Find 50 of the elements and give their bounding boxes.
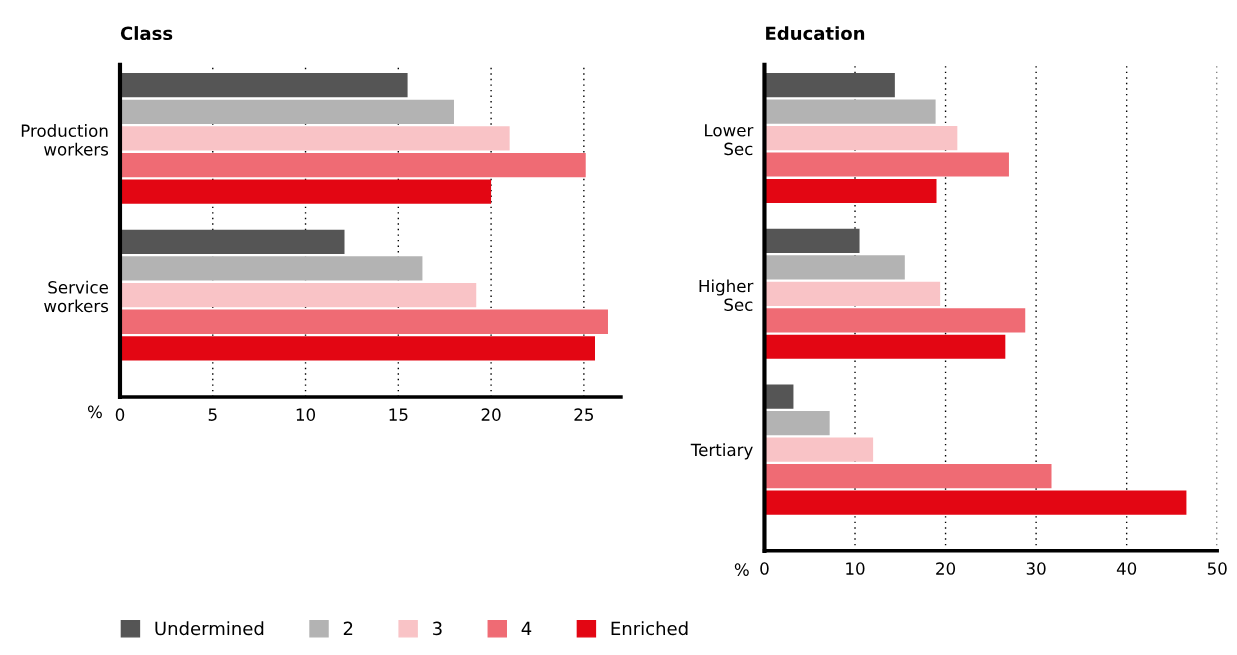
bar <box>764 152 1009 177</box>
bar <box>764 228 860 253</box>
bar <box>119 179 492 204</box>
bar <box>119 73 408 98</box>
x-tick-label: 10 <box>296 408 316 421</box>
bar <box>119 99 454 124</box>
bar <box>764 125 958 151</box>
x-tick-label: 40 <box>1116 562 1137 575</box>
x-tick-label: 50 <box>1207 562 1227 575</box>
bar <box>119 336 595 361</box>
bar <box>764 437 874 462</box>
y-tick-label: Higher Sec <box>699 279 754 311</box>
bar <box>764 178 937 204</box>
chart-title: Education <box>766 26 865 41</box>
y-tick-label: Service workers <box>44 280 109 313</box>
x-axis-title: % <box>87 405 102 419</box>
x-tick-label: 5 <box>208 408 217 421</box>
x-tick-label: 0 <box>115 408 125 421</box>
x-tick-label: 25 <box>574 408 594 421</box>
legend-label: 3 <box>432 621 442 636</box>
x-tick-label: 10 <box>846 562 865 575</box>
x-axis-title: % <box>734 563 749 576</box>
bar <box>119 309 608 334</box>
bar <box>764 411 830 436</box>
bar <box>764 334 1006 359</box>
bar <box>119 256 423 281</box>
chart-title: Class <box>120 26 173 41</box>
legend-label: Enriched <box>611 621 688 636</box>
x-tick-label: 15 <box>389 408 408 421</box>
bar <box>119 229 345 254</box>
legend-label: 2 <box>343 621 353 635</box>
bar <box>764 490 1187 515</box>
bar <box>119 152 586 178</box>
bar <box>764 464 1052 489</box>
bar <box>764 308 1026 333</box>
y-tick-label: Production workers <box>21 124 109 156</box>
y-tick-label: Tertiary <box>690 443 753 460</box>
x-tick-label: 0 <box>760 562 769 575</box>
legend-label: Undermined <box>155 621 264 636</box>
bar <box>764 99 936 124</box>
bar <box>119 282 477 308</box>
legend-label: 4 <box>521 621 532 635</box>
x-tick-label: 20 <box>936 562 956 575</box>
x-tick-label: 20 <box>481 408 501 421</box>
bar <box>764 255 905 280</box>
x-tick-label: 30 <box>1026 562 1046 575</box>
bar <box>119 126 510 151</box>
y-tick-label: Lower Sec <box>705 124 754 156</box>
bar <box>764 73 895 98</box>
bar <box>764 281 941 306</box>
